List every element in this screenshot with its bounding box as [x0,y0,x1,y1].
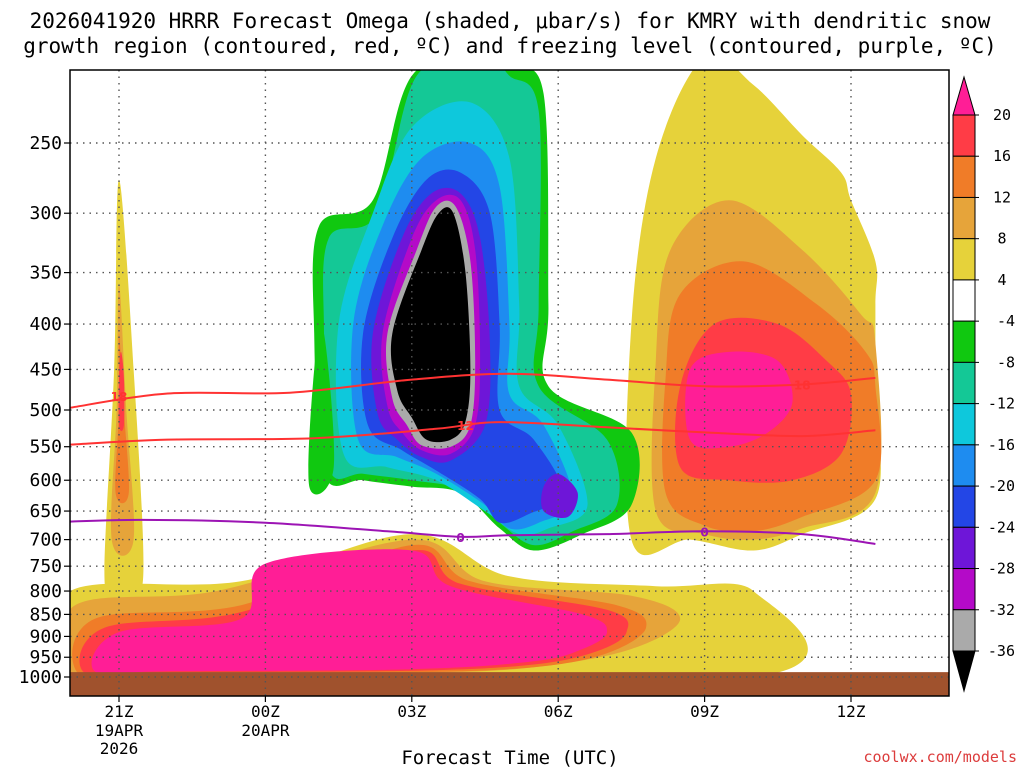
ground-band [70,672,949,696]
x-tick-label-09Z: 09Z [690,702,719,721]
colorbar-bin-12-to-8 [952,196,976,240]
colorbar-label--20: -20 [988,477,1015,495]
colorbar-label--32: -32 [988,601,1015,619]
y-tick-label-1000: 1000 [19,667,62,688]
omega-region-20-4 [91,549,608,675]
colorbar-top-arrow [952,75,976,116]
colorbar-label--4: -4 [997,312,1015,330]
y-tick-label-700: 700 [29,530,62,551]
credit-link[interactable]: coolwx.com/models [863,748,1017,766]
contour-dendritic-minus18 [70,372,876,409]
omega-region--4-24 [308,328,335,495]
x-tick-label-03Z: 03Z [397,702,426,721]
colorbar-bottom-arrow [952,650,976,693]
y-tick-label-850: 850 [29,604,62,625]
contour-dendritic-minus12 [70,421,876,446]
y-tick-label-650: 650 [29,501,62,522]
colorbar-bin--32-to--36 [952,609,976,652]
x-tick-date-00Z: 20APR [241,721,290,740]
contour-label-freezing-level-0-0: 0 [456,531,464,545]
colorbar-label--28: -28 [988,560,1015,578]
contour-label-dendritic-minus18-0: 18 [111,390,128,404]
colorbar-label--36: -36 [988,642,1015,660]
x-tick-label-06Z: 06Z [544,702,573,721]
y-tick-label-350: 350 [29,263,62,284]
omega-region--36-23 [390,207,471,443]
grid-lines [70,70,949,696]
y-tick-label-800: 800 [29,581,62,602]
colorbar-bin-8-to-4 [952,238,976,281]
colorbar-bin--24-to--28 [952,526,976,570]
omega-region-16-8 [118,351,125,432]
colorbar-bin-20-to-16 [952,114,976,157]
contour-label-dendritic-minus18-1: 18 [794,379,811,393]
omega-region--24-20 [541,473,578,519]
colorbar-label--8: -8 [997,353,1015,371]
x-tick-label-21Z: 21Z [105,702,134,721]
colorbar-bin-16-to-12 [952,155,976,198]
contour-label-dendritic-minus12-0: 12 [457,419,474,433]
y-tick-label-500: 500 [29,400,62,421]
colorbar-bin--4-to--8 [952,320,976,363]
temperature-contours: 18 18 12 0 0 [70,372,876,545]
y-tick-label-300: 300 [29,203,62,224]
y-tick-label-450: 450 [29,359,62,380]
omega-shaded-regions [70,70,949,696]
colorbar-bin--12-to--16 [952,403,976,446]
colorbar-bin--8-to--12 [952,361,976,405]
colorbar-label-8: 8 [997,230,1006,248]
y-tick-label-600: 600 [29,470,62,491]
contour-label-freezing-level-0-1: 0 [700,525,708,539]
omega-region-20-13 [685,351,793,449]
colorbar-label-4: 4 [997,271,1006,289]
x-tick-date-21Z: 19APR [95,721,144,740]
colorbar-label-20: 20 [993,106,1011,124]
y-tick-label-900: 900 [29,626,62,647]
y-tick-label-400: 400 [29,314,62,335]
omega-colorbar: 20 16 12 8 4 -4 -8 -12 -16 -20 -24 -28 -32 -36 [952,75,1015,693]
x-tick-year-21Z: 2026 [100,739,139,758]
colorbar-bin--20-to--24 [952,485,976,528]
chart-title-line-2: growth region (contoured, red, ºC) and f… [23,34,997,58]
colorbar-label--12: -12 [988,395,1015,413]
chart-title-line-1: 2026041920 HRRR Forecast Omega (shaded, … [30,9,991,33]
colorbar-bin--16-to--20 [952,444,976,487]
y-tick-label-750: 750 [29,556,62,577]
pressure-axis: 2503003504004505005506006507007508008509… [19,133,70,688]
plot-frame [69,69,950,697]
x-axis-label: Forecast Time (UTC) [401,747,618,768]
x-tick-label-00Z: 00Z [251,702,280,721]
colorbar-label-12: 12 [993,188,1011,206]
colorbar-label-16: 16 [993,147,1011,165]
colorbar-label--16: -16 [988,436,1015,454]
colorbar-bin-4-to--4 [952,279,976,322]
contour-freezing-level-0 [70,518,876,545]
colorbar-bin--28-to--32 [952,568,976,611]
y-tick-label-550: 550 [29,437,62,458]
y-tick-label-950: 950 [29,647,62,668]
colorbar-label--24: -24 [988,518,1015,536]
x-tick-label-12Z: 12Z [837,702,866,721]
y-tick-label-250: 250 [29,133,62,154]
